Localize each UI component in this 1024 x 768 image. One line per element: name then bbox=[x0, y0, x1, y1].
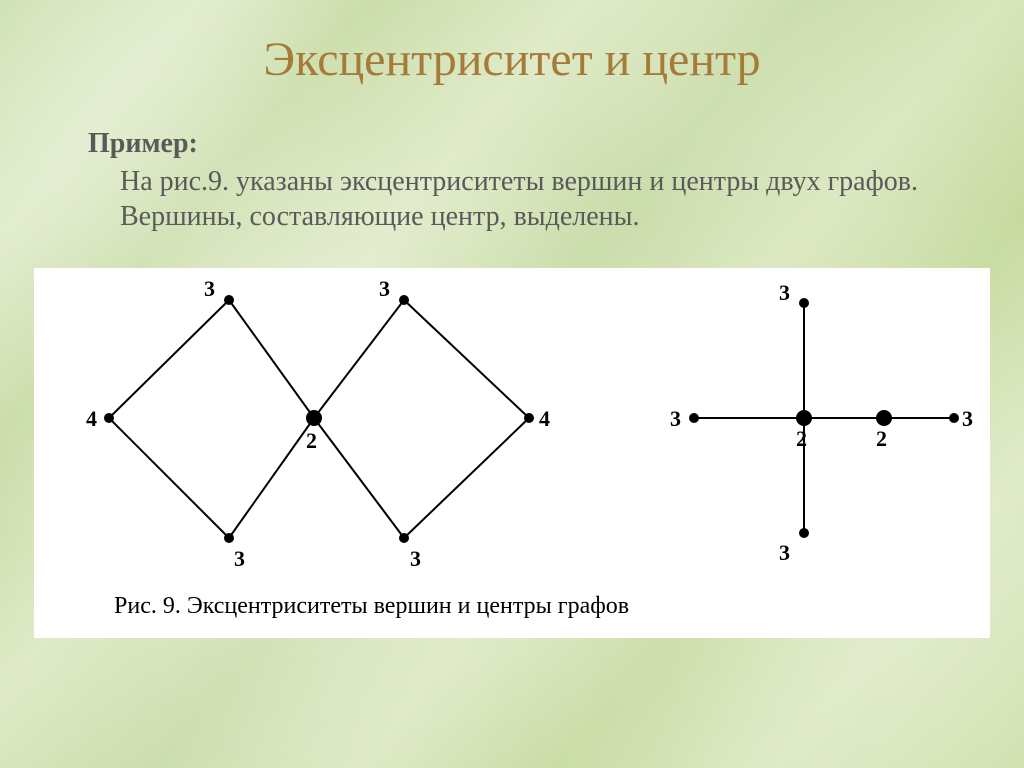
svg-text:2: 2 bbox=[876, 426, 887, 451]
eccentricity-figure: 3 3 4 2 4 3 3 3 3 2 2 3 3 Рис. 9. Эксцентриситеты вер… bbox=[34, 268, 990, 638]
svg-text:3: 3 bbox=[379, 276, 390, 301]
figure-panel: 3 3 4 2 4 3 3 3 3 2 2 3 3 Рис. 9. Эксцентриситеты вер… bbox=[34, 268, 990, 638]
svg-text:3: 3 bbox=[779, 280, 790, 305]
slide-title: Эксцентриситет и центр bbox=[0, 32, 1024, 87]
svg-text:Рис. 9. Эксцентриситеты вершин: Рис. 9. Эксцентриситеты вершин и центры … bbox=[114, 593, 629, 619]
svg-text:3: 3 bbox=[670, 406, 681, 431]
svg-text:4: 4 bbox=[539, 406, 550, 431]
svg-text:3: 3 bbox=[234, 546, 245, 571]
example-label: Пример: bbox=[88, 128, 198, 160]
svg-text:3: 3 bbox=[204, 276, 215, 301]
svg-text:2: 2 bbox=[306, 428, 317, 453]
svg-text:4: 4 bbox=[86, 406, 97, 431]
svg-text:3: 3 bbox=[779, 540, 790, 565]
svg-text:3: 3 bbox=[410, 546, 421, 571]
slide: Эксцентриситет и центр Пример: На рис.9.… bbox=[0, 0, 1024, 768]
slide-body-text: На рис.9. указаны эксцентриситеты вершин… bbox=[120, 164, 940, 234]
svg-text:2: 2 bbox=[796, 426, 807, 451]
svg-text:3: 3 bbox=[962, 406, 973, 431]
